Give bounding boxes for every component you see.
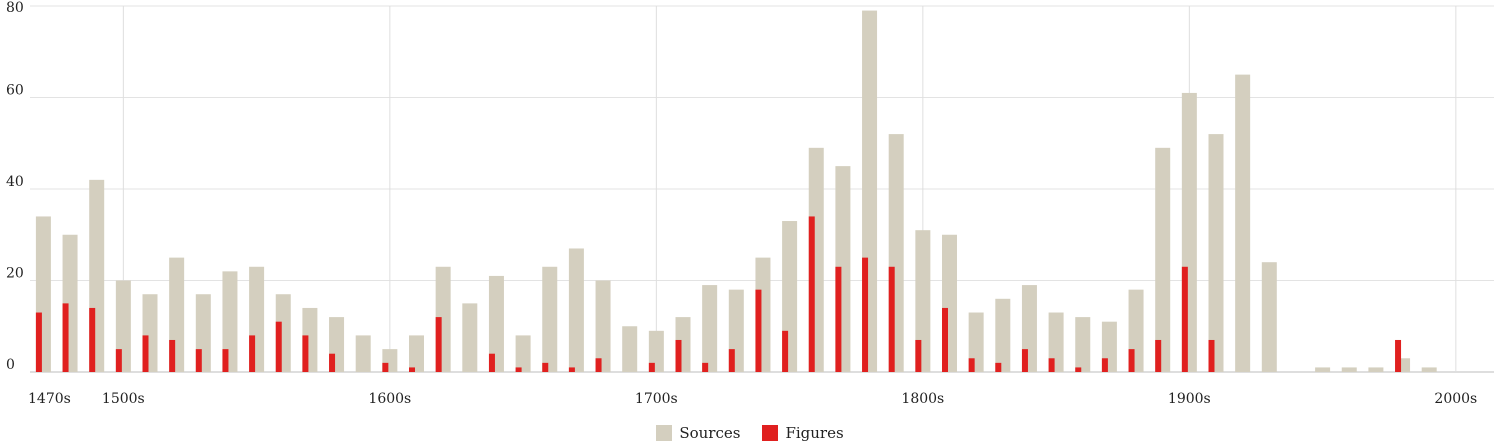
bar-sources-1640s[interactable] bbox=[488, 275, 504, 372]
bar-sources-1830s[interactable] bbox=[995, 298, 1011, 372]
bar-figures-1980s[interactable] bbox=[1395, 339, 1402, 372]
legend-item-figures[interactable]: Figures bbox=[762, 424, 844, 442]
bar-figures-1770s[interactable] bbox=[835, 266, 842, 372]
bar-sources-1690s[interactable] bbox=[622, 326, 638, 372]
y-tick-label-0: 0 bbox=[6, 357, 15, 373]
bar-sources-1650s[interactable] bbox=[515, 335, 531, 372]
bar-sources-1610s[interactable] bbox=[409, 335, 424, 372]
bar-figures-1640s[interactable] bbox=[488, 353, 495, 372]
bar-sources-1990s[interactable] bbox=[1421, 367, 1437, 372]
bar-figures-1850s[interactable] bbox=[1048, 358, 1055, 372]
bar-sources-1630s[interactable] bbox=[462, 303, 478, 372]
bar-figures-1480s[interactable] bbox=[62, 303, 69, 372]
bar-figures-1540s[interactable] bbox=[222, 349, 229, 372]
bar-sources-1960s[interactable] bbox=[1341, 367, 1357, 372]
bar-sources-1680s[interactable] bbox=[595, 280, 611, 373]
bar-figures-1760s[interactable] bbox=[808, 216, 815, 372]
bar-figures-1800s[interactable] bbox=[915, 339, 922, 372]
bar-figures-1580s[interactable] bbox=[329, 353, 336, 372]
bar-figures-1740s[interactable] bbox=[755, 289, 762, 372]
bar-figures-1810s[interactable] bbox=[942, 307, 948, 372]
bar-sources-1890s[interactable] bbox=[1155, 147, 1171, 372]
x-tick-label-1470s: 1470s bbox=[28, 391, 71, 407]
bar-figures-1470s[interactable] bbox=[35, 312, 42, 372]
bar-sources-1920s[interactable] bbox=[1235, 74, 1251, 372]
bar-figures-1840s[interactable] bbox=[1021, 349, 1028, 372]
bar-sources-1540s[interactable] bbox=[222, 271, 238, 372]
bar-figures-1790s[interactable] bbox=[888, 266, 895, 372]
bar-figures-1530s[interactable] bbox=[195, 349, 202, 372]
legend-swatch-sources bbox=[656, 425, 673, 441]
bar-figures-1890s[interactable] bbox=[1155, 339, 1162, 372]
bar-figures-1510s[interactable] bbox=[142, 335, 149, 372]
bar-figures-1750s[interactable] bbox=[782, 330, 789, 372]
bar-figures-1660s[interactable] bbox=[542, 362, 549, 372]
y-tick-label-60: 60 bbox=[6, 83, 24, 99]
bar-sources-1660s[interactable] bbox=[542, 266, 558, 372]
bar-figures-1560s[interactable] bbox=[275, 321, 282, 372]
bar-sources-1720s[interactable] bbox=[702, 285, 718, 372]
bar-figures-1700s[interactable] bbox=[648, 362, 655, 372]
y-tick-label-80: 80 bbox=[6, 0, 24, 16]
bar-figures-1880s[interactable] bbox=[1128, 349, 1135, 372]
bar-sources-1930s[interactable] bbox=[1261, 262, 1277, 372]
bar-figures-1550s[interactable] bbox=[249, 335, 256, 372]
x-tick-label-1600s: 1600s bbox=[368, 391, 411, 407]
legend-label-sources: Sources bbox=[679, 424, 741, 442]
bar-figures-1730s[interactable] bbox=[728, 349, 735, 372]
y-tick-label-40: 40 bbox=[6, 174, 24, 190]
bar-figures-1670s[interactable] bbox=[568, 367, 575, 372]
y-tick-label-20: 20 bbox=[6, 266, 24, 282]
bar-figures-1520s[interactable] bbox=[169, 339, 176, 372]
bar-sources-1590s[interactable] bbox=[355, 335, 371, 372]
bar-figures-1650s[interactable] bbox=[515, 367, 522, 372]
bar-figures-1490s[interactable] bbox=[89, 307, 96, 372]
bar-sources-1670s[interactable] bbox=[568, 248, 584, 372]
bar-figures-1710s[interactable] bbox=[675, 339, 682, 372]
bar-figures-1830s[interactable] bbox=[995, 362, 1002, 372]
bar-figures-1870s[interactable] bbox=[1101, 358, 1108, 372]
bar-sources-1910s[interactable] bbox=[1208, 134, 1224, 372]
bar-sources-1700s[interactable] bbox=[648, 330, 664, 372]
bars bbox=[35, 10, 1437, 373]
bar-figures-1680s[interactable] bbox=[595, 358, 602, 372]
bar-figures-1860s[interactable] bbox=[1075, 367, 1082, 372]
bar-sources-1970s[interactable] bbox=[1368, 367, 1384, 372]
bar-figures-1570s[interactable] bbox=[302, 335, 309, 372]
bar-figures-1620s[interactable] bbox=[435, 317, 442, 372]
bar-figures-1910s[interactable] bbox=[1208, 339, 1215, 372]
bar-figures-1820s[interactable] bbox=[968, 358, 975, 372]
legend-swatch-figures bbox=[762, 425, 779, 441]
grid bbox=[30, 5, 1494, 373]
legend-item-sources[interactable]: Sources bbox=[656, 424, 740, 442]
x-tick-label-1700s: 1700s bbox=[635, 391, 678, 407]
legend: Sources Figures bbox=[0, 424, 1500, 442]
bar-sources-1950s[interactable] bbox=[1315, 367, 1331, 372]
bar-sources-1850s[interactable] bbox=[1048, 312, 1064, 372]
legend-label-figures: Figures bbox=[785, 424, 844, 442]
x-tick-label-1800s: 1800s bbox=[901, 391, 944, 407]
bar-sources-1860s[interactable] bbox=[1075, 317, 1091, 372]
bar-figures-1610s[interactable] bbox=[409, 367, 415, 372]
bar-figures-1780s[interactable] bbox=[862, 257, 869, 372]
x-tick-label-1500s: 1500s bbox=[102, 391, 145, 407]
tick-labels: 0 20 40 60 80 1470s 1500s 1600s 1700s 1800s 1900s 2… bbox=[6, 0, 1477, 407]
bar-figures-1900s[interactable] bbox=[1181, 266, 1188, 372]
bar-figures-1500s[interactable] bbox=[115, 349, 122, 372]
bar-chart: 0 20 40 60 80 1470s 1500s 1600s 1700s 1800s 1900s 2… bbox=[6, 0, 1494, 407]
bar-sources-1820s[interactable] bbox=[968, 312, 984, 372]
bar-sources-1800s[interactable] bbox=[915, 230, 931, 372]
bar-figures-1720s[interactable] bbox=[702, 362, 709, 372]
bar-figures-1600s[interactable] bbox=[382, 362, 389, 372]
x-tick-label-1900s: 1900s bbox=[1168, 391, 1211, 407]
x-tick-label-2000s: 2000s bbox=[1434, 391, 1477, 407]
